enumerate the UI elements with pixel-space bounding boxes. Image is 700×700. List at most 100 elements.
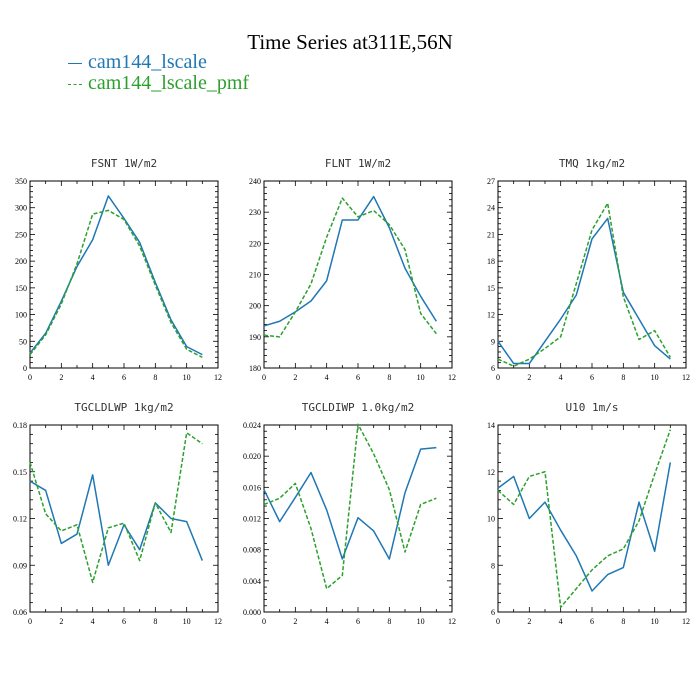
y-tick-label: 0.000: [243, 608, 261, 617]
x-tick-label: 6: [356, 617, 360, 626]
x-tick-label: 2: [293, 617, 297, 626]
panel-title: FSNT 1W/m2: [91, 157, 157, 170]
y-tick-label: 0.004: [243, 577, 261, 586]
chart-panel-2: FLNT 1W/m2 0 2 4 6 8 10 12 180 190 200 210 220 230 240: [249, 157, 456, 382]
y-tick-label: 8: [491, 561, 495, 570]
x-tick-label: 8: [621, 373, 625, 382]
y-tick-label: 300: [15, 204, 27, 213]
panel-title: TMQ 1kg/m2: [559, 157, 625, 170]
x-tick-label: 6: [590, 617, 594, 626]
x-tick-label: 10: [417, 617, 425, 626]
y-tick-label: 0.15: [13, 468, 27, 477]
y-tick-label: 12: [487, 468, 495, 477]
y-tick-label: 0.09: [13, 561, 27, 570]
series-line-cam144-lscale-pmf: [30, 433, 202, 583]
y-tick-label: 0.024: [243, 421, 261, 430]
y-tick-label: 24: [487, 204, 495, 213]
x-tick-label: 6: [356, 373, 360, 382]
y-tick-label: 50: [19, 337, 27, 346]
series-line-cam144-lscale-pmf: [498, 203, 670, 366]
x-tick-label: 8: [621, 617, 625, 626]
x-tick-label: 4: [325, 373, 329, 382]
series-line-cam144-lscale: [498, 462, 670, 591]
chart-panel-4: TGCLDLWP 1kg/m20 2 4 6 8 10 120.060.090.120.15…: [13, 401, 222, 626]
y-tick-label: 250: [15, 230, 27, 239]
x-tick-label: 0: [496, 373, 500, 382]
y-tick-label: 220: [249, 239, 261, 248]
x-tick-label: 12: [682, 373, 690, 382]
x-tick-label: 4: [91, 617, 95, 626]
chart-panel-6: U10 1m/s 0 2 4 6 8 10 12 6 8 10 12 14: [487, 401, 690, 626]
plot-frame: [498, 181, 686, 368]
y-tick-label: 200: [249, 302, 261, 311]
x-tick-label: 8: [153, 373, 157, 382]
x-tick-label: 12: [682, 617, 690, 626]
x-tick-label: 4: [559, 373, 563, 382]
y-tick-label: 350: [15, 177, 27, 186]
y-tick-label: 150: [15, 284, 27, 293]
plot-frame: [30, 181, 218, 368]
chart-panel-5: TGCLDIWP 1.0kg/m2 0 2 4 6 8 10 12 0.000 0.004 0.00…: [243, 401, 456, 626]
y-tick-label: 180: [249, 364, 261, 373]
y-tick-label: 0.020: [243, 452, 261, 461]
y-tick-label: 0: [23, 364, 27, 373]
x-tick-label: 2: [59, 617, 63, 626]
x-tick-label: 2: [293, 373, 297, 382]
series-line-cam144-lscale: [30, 475, 202, 565]
y-tick-label: 6: [491, 364, 495, 373]
chart-panel-1: FSNT 1W/m2 0 2 4 6 8 10 12 0 50 100 150 200 250 300 350: [15, 157, 222, 382]
x-tick-label: 10: [417, 373, 425, 382]
x-tick-label: 0: [262, 617, 266, 626]
x-tick-label: 6: [122, 617, 126, 626]
x-tick-label: 2: [59, 373, 63, 382]
charts-canvas: FSNT 1W/m20 2 4 6 8 10 12050100150200250300350…: [0, 0, 700, 700]
x-tick-label: 6: [122, 373, 126, 382]
y-tick-label: 18: [487, 257, 495, 266]
x-tick-label: 10: [651, 373, 659, 382]
x-tick-label: 8: [153, 617, 157, 626]
x-tick-label: 12: [214, 373, 222, 382]
y-tick-label: 15: [487, 284, 495, 293]
x-tick-label: 10: [183, 617, 191, 626]
x-tick-label: 4: [91, 373, 95, 382]
x-tick-label: 0: [28, 617, 32, 626]
panel-title: TGCLDIWP 1.0kg/m2: [302, 401, 415, 414]
x-tick-label: 4: [325, 617, 329, 626]
x-tick-label: 12: [448, 617, 456, 626]
y-tick-label: 240: [249, 177, 261, 186]
x-tick-label: 12: [448, 373, 456, 382]
series-line-cam144-lscale: [498, 218, 670, 363]
series-line-cam144-lscale-pmf: [30, 210, 202, 357]
y-tick-label: 21: [487, 230, 495, 239]
y-tick-label: 0.012: [243, 515, 261, 524]
x-tick-label: 10: [183, 373, 191, 382]
x-tick-label: 0: [496, 617, 500, 626]
panel-title: TGCLDLWP 1kg/m2: [74, 401, 173, 414]
y-tick-label: 14: [487, 421, 495, 430]
y-tick-label: 12: [487, 311, 495, 320]
x-tick-label: 2: [527, 373, 531, 382]
y-tick-label: 6: [491, 608, 495, 617]
y-tick-label: 10: [487, 515, 495, 524]
y-tick-label: 210: [249, 271, 261, 280]
y-tick-label: 0.06: [13, 608, 27, 617]
panel-title: U10 1m/s: [566, 401, 619, 414]
y-tick-label: 9: [491, 337, 495, 346]
x-tick-label: 0: [28, 373, 32, 382]
y-tick-label: 200: [15, 257, 27, 266]
plot-frame: [264, 181, 452, 368]
x-tick-label: 4: [559, 617, 563, 626]
y-tick-label: 0.18: [13, 421, 27, 430]
x-tick-label: 0: [262, 373, 266, 382]
y-tick-label: 0.12: [13, 515, 27, 524]
y-tick-label: 0.008: [243, 546, 261, 555]
y-tick-label: 190: [249, 333, 261, 342]
plot-frame: [30, 425, 218, 612]
x-tick-label: 8: [387, 617, 391, 626]
y-tick-label: 230: [249, 208, 261, 217]
x-tick-label: 6: [590, 373, 594, 382]
series-line-cam144-lscale: [264, 197, 436, 326]
y-tick-label: 0.016: [243, 483, 261, 492]
x-tick-label: 8: [387, 373, 391, 382]
